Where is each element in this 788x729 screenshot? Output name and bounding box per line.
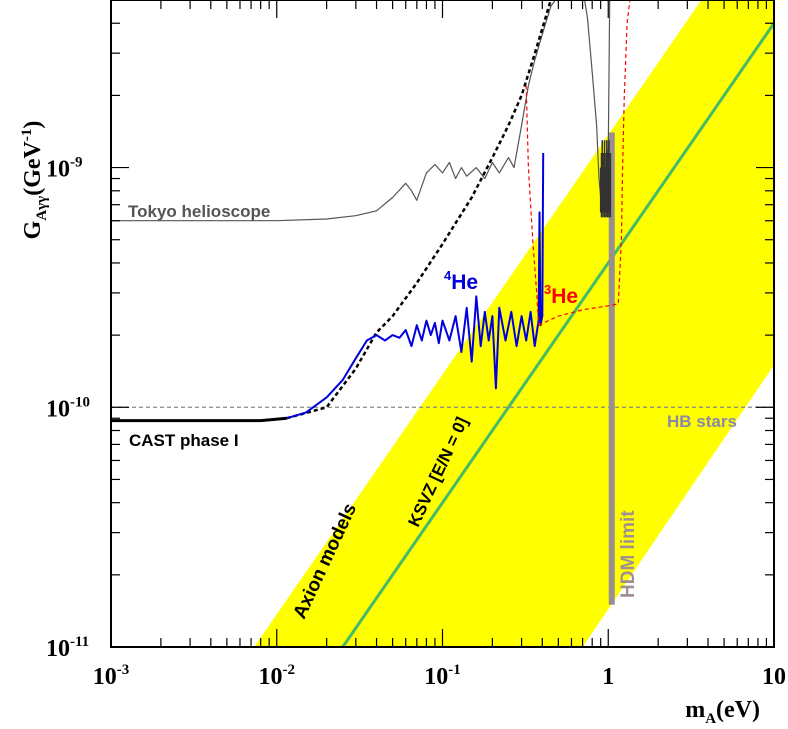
tokyo-label: Tokyo helioscope: [128, 202, 270, 221]
x-tick-label: 1: [602, 664, 614, 690]
x-tick-label: 10-3: [93, 662, 130, 690]
hb-stars-label: HB stars: [667, 412, 737, 431]
he3-superscript: 3: [544, 282, 551, 297]
series-3-line: [286, 152, 545, 420]
y-tick-label: 10-11: [46, 634, 89, 662]
plot-area: [111, 0, 774, 647]
axis-ticks: [110, 0, 775, 648]
y-axis-title: GAγγ(GeV-1): [19, 121, 50, 240]
series-1-line: [111, 416, 287, 423]
series-5-line: [525, 85, 540, 326]
he3-text: He: [551, 285, 578, 308]
x-tick-label: 10: [762, 664, 786, 690]
y-tick-label: 10-9: [46, 155, 83, 183]
he3-label: 3He: [544, 282, 578, 308]
he4-superscript: 4: [444, 268, 452, 283]
he4-text: He: [451, 271, 478, 294]
hdm-limit-label: HDM limit: [618, 510, 639, 598]
series-0-line: [111, 0, 611, 222]
series-4-line: [538, 0, 631, 326]
cast-label: CAST phase I: [129, 431, 239, 450]
ksvz-line: [341, 22, 774, 647]
x-axis-title: mA(eV): [685, 697, 760, 727]
series-2-line: [286, 0, 552, 420]
y-tick-label: 10-10: [46, 394, 90, 422]
x-tick-label: 10-1: [424, 662, 461, 690]
x-tick-label: 10-2: [259, 662, 296, 690]
he4-label: 4He: [444, 268, 478, 294]
